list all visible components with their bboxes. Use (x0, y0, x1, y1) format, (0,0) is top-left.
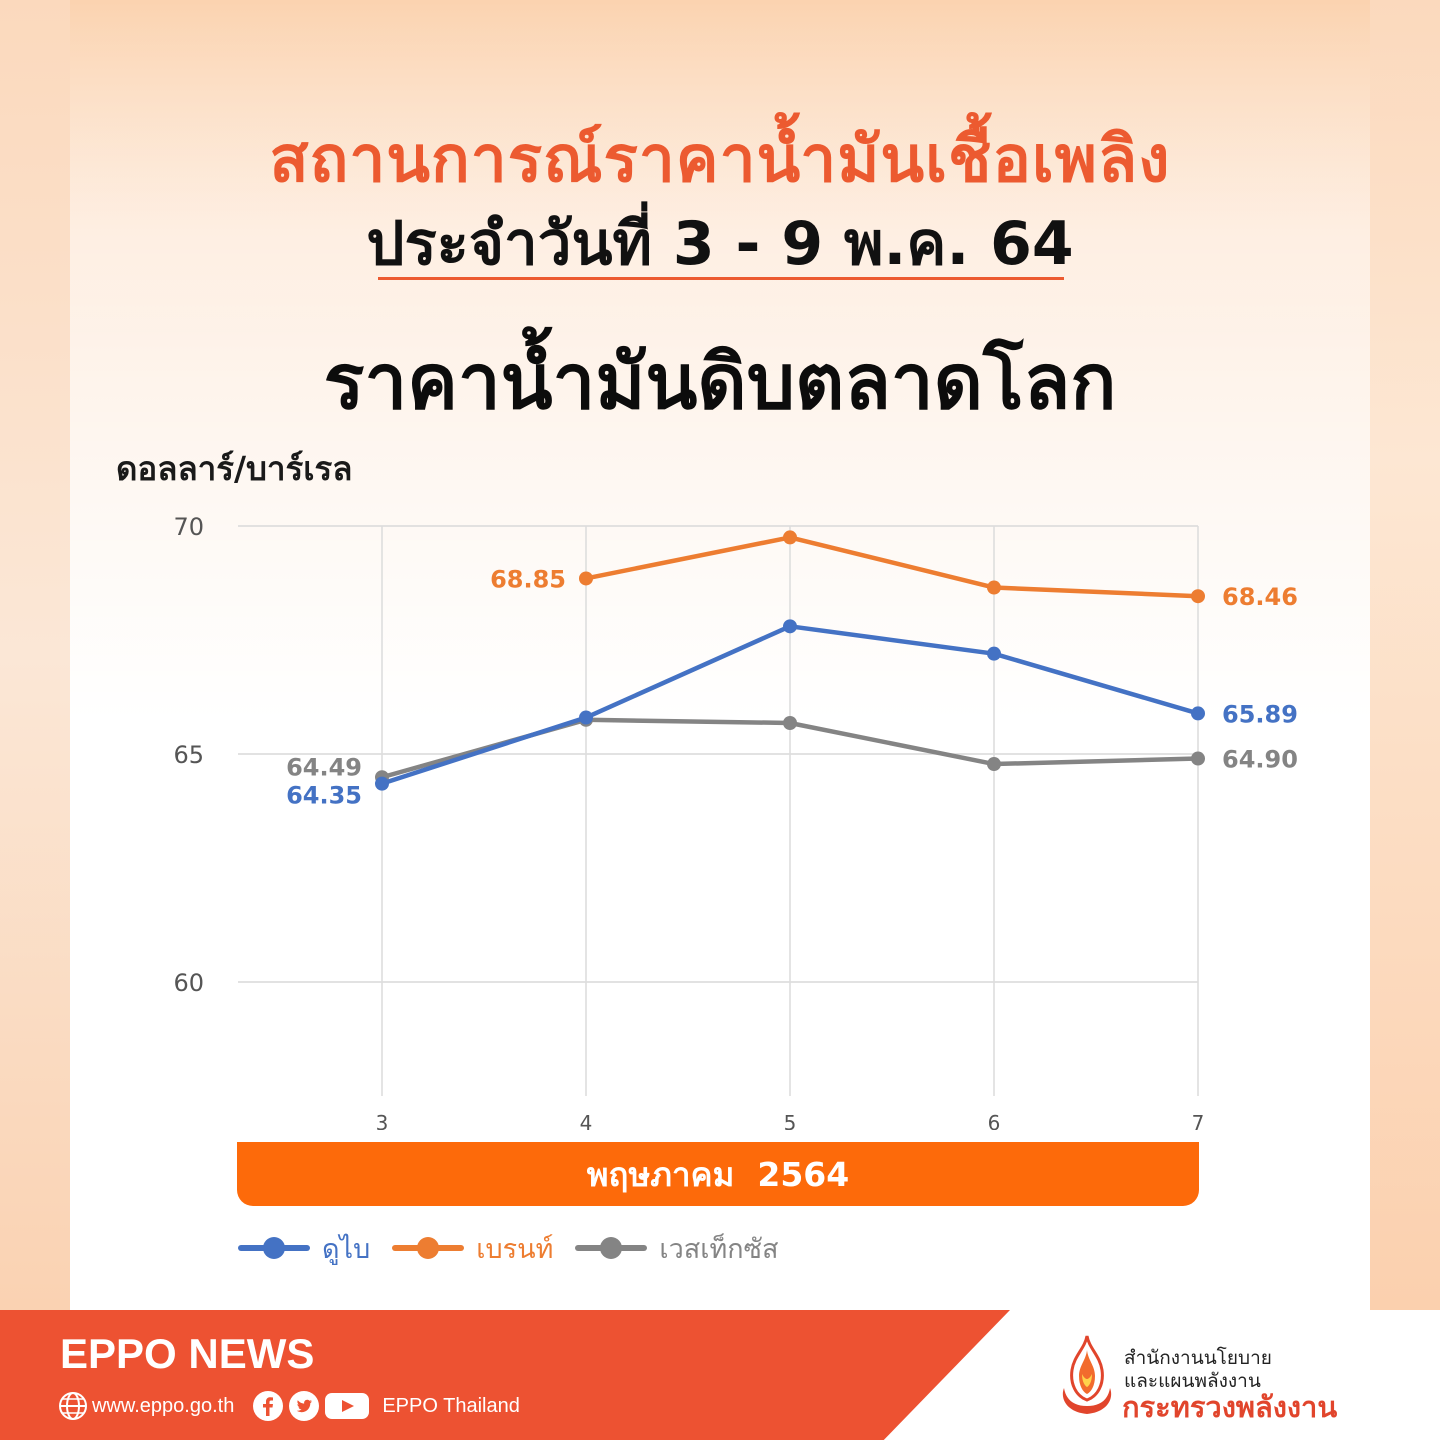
data-point (1191, 706, 1205, 721)
data-point (1191, 751, 1205, 766)
x-axis-month-label: พฤษภาคม 2564 (237, 1142, 1199, 1206)
y-tick-label: 70 (173, 513, 204, 541)
content-panel (70, 0, 1370, 1310)
legend-label-brent: เบรนท์ (476, 1233, 554, 1265)
x-tick-label: 5 (784, 1111, 797, 1130)
title-divider (378, 277, 1064, 280)
date-range: ประจำวันที่ 3 - 9 พ.ค. 64 (366, 209, 1074, 279)
x-tick-label: 6 (988, 1111, 1001, 1130)
org-name-line2: และแผนพลังงาน (1124, 1370, 1261, 1392)
data-point (375, 776, 389, 791)
data-point (987, 757, 1001, 772)
x-tick-label: 4 (580, 1111, 593, 1130)
ministry-name: กระทรวงพลังงาน (1122, 1390, 1338, 1424)
data-point (783, 619, 797, 634)
y-axis-label: ดอลลาร์/บาร์เรล (116, 449, 353, 488)
page-title: สถานการณ์ราคาน้ำมันเชื้อเพลิง (269, 123, 1171, 197)
facebook-icon[interactable] (252, 1390, 284, 1422)
legend-swatch-dubai (238, 1237, 310, 1259)
chart-subtitle: ราคาน้ำมันดิบตลาดโลก (323, 337, 1117, 426)
legend-label-dubai: ดูไบ (322, 1233, 371, 1265)
legend-swatch-brent (392, 1237, 465, 1259)
data-label: 64.49 (286, 753, 362, 781)
legend-marker (263, 1237, 285, 1259)
y-tick-label: 65 (173, 741, 204, 769)
legend-marker (417, 1237, 440, 1259)
background-left (0, 0, 70, 1310)
data-point (783, 715, 797, 730)
data-point (579, 571, 593, 586)
x-tick-label: 3 (376, 1111, 389, 1130)
twitter-icon[interactable] (288, 1390, 320, 1422)
data-label: 64.35 (286, 782, 362, 810)
data-label: 68.46 (1222, 583, 1298, 611)
website-link[interactable]: www.eppo.go.th (92, 1394, 235, 1417)
legend-item-dubai: ดูไบ (238, 1227, 370, 1270)
youtube-icon[interactable] (324, 1390, 370, 1422)
x-tick-label: 7 (1192, 1111, 1205, 1130)
social-handle[interactable]: EPPO Thailand (382, 1394, 520, 1417)
data-point (987, 580, 1001, 595)
legend-swatch-wti (575, 1237, 648, 1259)
legend-item-wti: เวสเท็กซัส (575, 1227, 778, 1270)
org-name-line1: สำนักงานนโยบาย (1124, 1347, 1272, 1369)
background-right (1370, 0, 1440, 1310)
data-point (579, 710, 593, 725)
flame-logo-icon (1062, 1335, 1112, 1414)
footer-links: www.eppo.go.th EPPO Thailand (58, 1390, 520, 1422)
legend-label-wti: เวสเท็กซัส (659, 1233, 779, 1265)
footer-brand: EPPO NEWS (60, 1330, 315, 1377)
data-point (1191, 589, 1205, 604)
data-label: 68.85 (490, 565, 566, 593)
series-line (585, 535, 1199, 599)
chart-legend: ดูไบ เบรนท์ เวสเท็กซัส (238, 1226, 800, 1270)
globe-icon (58, 1391, 88, 1421)
data-point (783, 530, 797, 545)
data-label: 65.89 (1222, 700, 1298, 728)
y-tick-label: 60 (173, 969, 204, 997)
data-label: 64.90 (1222, 746, 1298, 774)
legend-item-brent: เบรนท์ (392, 1227, 553, 1270)
price-line-chart: 60 65 70 3 4 5 6 7 64.35 65.89 68.85 68.46 64.49 64.9… (173, 513, 1298, 1130)
footer-band (0, 1310, 1010, 1440)
legend-marker (600, 1237, 623, 1259)
data-point (987, 646, 1001, 661)
